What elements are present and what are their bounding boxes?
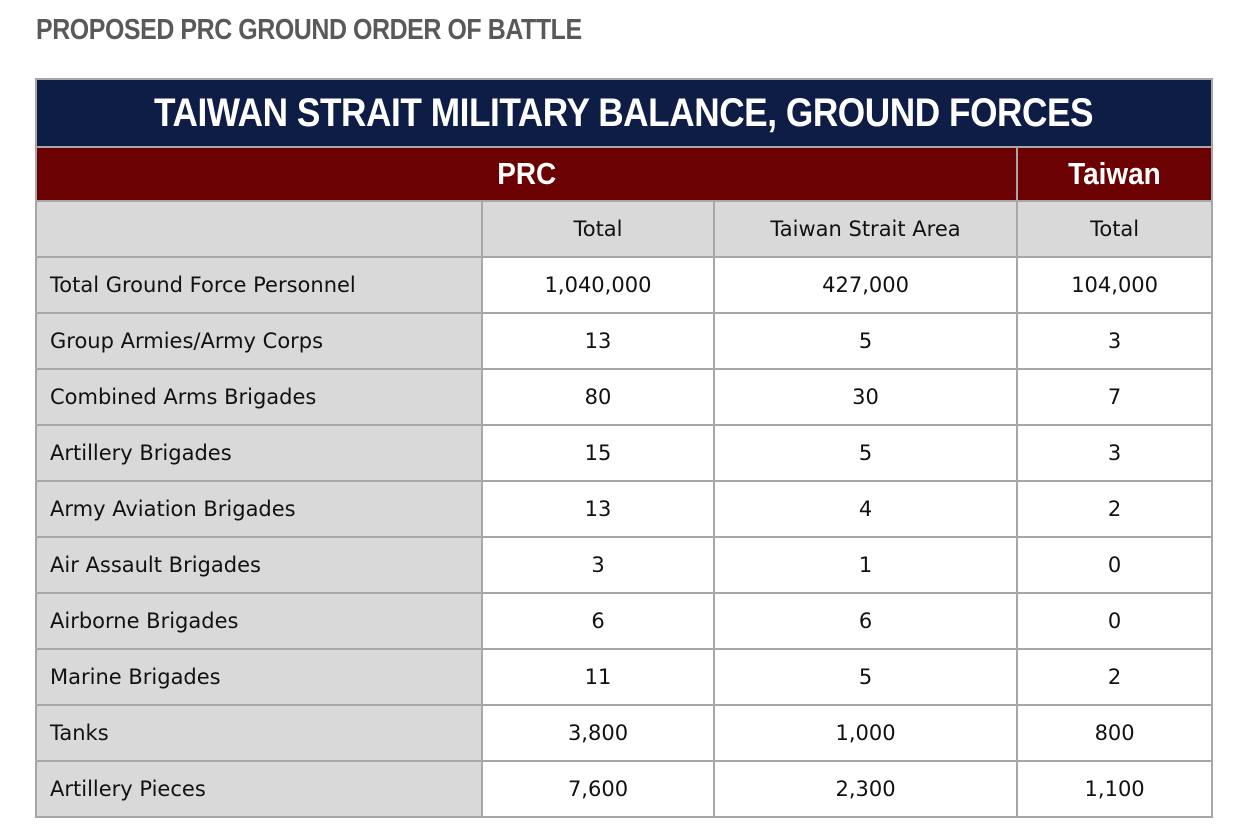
strait-area-cell: 427,000 — [712, 256, 1019, 314]
column-header-strait-area: Taiwan Strait Area — [712, 200, 1019, 258]
prc-total-cell: 11 — [481, 648, 715, 706]
row-label: Army Aviation Brigades — [34, 480, 484, 538]
group-header-prc-text: PRC — [497, 156, 557, 191]
prc-total-cell: 7,600 — [481, 760, 715, 818]
taiwan-total-cell: 0 — [1016, 536, 1213, 594]
table-row: Marine Brigades 11 5 2 — [34, 648, 1213, 706]
table-row: Group Armies/Army Corps 13 5 3 — [34, 312, 1213, 370]
taiwan-total-cell: 800 — [1016, 704, 1213, 762]
table-title-text: TAIWAN STRAIT MILITARY BALANCE, GROUND F… — [154, 90, 1094, 135]
table-row: Artillery Brigades 15 5 3 — [34, 424, 1213, 482]
table-title-row: TAIWAN STRAIT MILITARY BALANCE, GROUND F… — [35, 78, 1213, 148]
row-label: Combined Arms Brigades — [34, 368, 484, 426]
taiwan-total-cell: 3 — [1016, 312, 1213, 370]
group-header-taiwan-text: Taiwan — [1068, 156, 1161, 191]
strait-area-cell: 5 — [712, 648, 1019, 706]
column-header-row: Total Taiwan Strait Area Total — [34, 200, 1213, 258]
group-header-taiwan: Taiwan — [1016, 146, 1213, 202]
strait-area-cell: 6 — [712, 592, 1019, 650]
group-header-prc: PRC — [34, 146, 1019, 202]
prc-total-cell: 1,040,000 — [481, 256, 715, 314]
table-row: Army Aviation Brigades 13 4 2 — [34, 480, 1213, 538]
strait-area-cell: 4 — [712, 480, 1019, 538]
row-label: Air Assault Brigades — [34, 536, 484, 594]
row-label: Marine Brigades — [34, 648, 484, 706]
table-row: Airborne Brigades 6 6 0 — [34, 592, 1213, 650]
prc-total-cell: 13 — [481, 312, 715, 370]
taiwan-total-cell: 2 — [1016, 648, 1213, 706]
row-label: Tanks — [34, 704, 484, 762]
table-row: Tanks 3,800 1,000 800 — [34, 704, 1213, 762]
table-row: Combined Arms Brigades 80 30 7 — [34, 368, 1213, 426]
row-label: Artillery Pieces — [34, 760, 484, 818]
table-title: TAIWAN STRAIT MILITARY BALANCE, GROUND F… — [35, 78, 1213, 148]
strait-area-cell: 5 — [712, 424, 1019, 482]
table-row: Air Assault Brigades 3 1 0 — [34, 536, 1213, 594]
group-header-row: PRC Taiwan — [34, 146, 1213, 202]
page-heading: PROPOSED PRC GROUND ORDER OF BATTLE — [36, 14, 582, 46]
prc-total-cell: 15 — [481, 424, 715, 482]
column-header-taiwan-total: Total — [1016, 200, 1213, 258]
prc-total-cell: 6 — [481, 592, 715, 650]
table-body: Total Ground Force Personnel 1,040,000 427… — [34, 256, 1213, 818]
taiwan-total-cell: 0 — [1016, 592, 1213, 650]
strait-area-cell: 30 — [712, 368, 1019, 426]
strait-area-cell: 5 — [712, 312, 1019, 370]
row-label: Group Armies/Army Corps — [34, 312, 484, 370]
column-header-prc-total: Total — [481, 200, 715, 258]
prc-total-cell: 3 — [481, 536, 715, 594]
prc-total-cell: 3,800 — [481, 704, 715, 762]
prc-total-cell: 13 — [481, 480, 715, 538]
strait-area-cell: 1,000 — [712, 704, 1019, 762]
row-label: Total Ground Force Personnel — [34, 256, 484, 314]
taiwan-total-cell: 3 — [1016, 424, 1213, 482]
strait-area-cell: 1 — [712, 536, 1019, 594]
military-balance-table: TAIWAN STRAIT MILITARY BALANCE, GROUND F… — [34, 78, 1213, 818]
table-row: Artillery Pieces 7,600 2,300 1,100 — [34, 760, 1213, 818]
taiwan-total-cell: 104,000 — [1016, 256, 1213, 314]
row-label: Airborne Brigades — [34, 592, 484, 650]
taiwan-total-cell: 2 — [1016, 480, 1213, 538]
strait-area-cell: 2,300 — [712, 760, 1019, 818]
row-label: Artillery Brigades — [34, 424, 484, 482]
table-row: Total Ground Force Personnel 1,040,000 427… — [34, 256, 1213, 314]
column-header-empty — [34, 200, 484, 258]
taiwan-total-cell: 1,100 — [1016, 760, 1213, 818]
taiwan-total-cell: 7 — [1016, 368, 1213, 426]
prc-total-cell: 80 — [481, 368, 715, 426]
